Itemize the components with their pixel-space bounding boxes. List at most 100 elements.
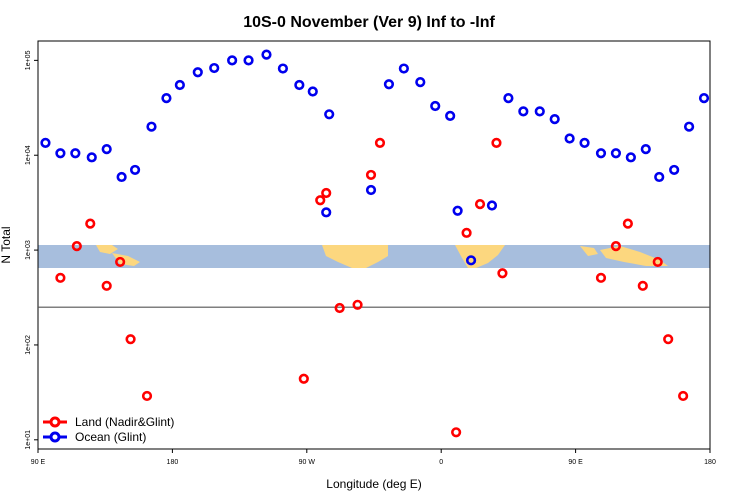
y-tick-label: 1e+04 [25, 145, 32, 165]
land-point [55, 272, 66, 283]
land-point [101, 280, 112, 291]
ocean-series [40, 49, 710, 266]
ocean-point [698, 93, 710, 104]
legend-ocean-label: Ocean (Glint) [75, 430, 146, 444]
land-point [461, 227, 472, 238]
ocean-point [452, 205, 463, 216]
y-axis-label: N Total [0, 226, 13, 263]
ocean-point [610, 148, 622, 159]
land-point [663, 334, 674, 345]
land-point [71, 241, 82, 252]
ocean-point [294, 79, 305, 91]
ocean-point [55, 148, 66, 159]
y-tick-label: 1e+02 [25, 335, 32, 355]
land-point [610, 241, 622, 252]
land-shape [322, 245, 388, 268]
x-axis: 90 E 180 90 W 0 90 E 180 [31, 449, 716, 466]
ocean-point [261, 49, 272, 60]
ocean-point [640, 144, 651, 155]
ocean-point [365, 184, 377, 196]
x-tick-label: 180 [704, 459, 716, 466]
ocean-point [383, 79, 395, 90]
x-tick-label: 90 E [568, 459, 583, 466]
ocean-point [579, 137, 590, 148]
ocean-point [486, 200, 498, 211]
land-shape [96, 245, 118, 254]
land-point [474, 199, 486, 210]
x-tick-label: 0 [439, 459, 443, 466]
land-point [125, 334, 136, 345]
ocean-point [40, 137, 51, 148]
land-point [115, 256, 126, 268]
legend-item-land: Land (Nadir&Glint) [43, 415, 174, 429]
ocean-point [430, 100, 441, 112]
ocean-point [549, 114, 560, 125]
y-axis: 1e+01 1e+02 1e+03 1e+04 1e+05 [25, 50, 38, 450]
land-point [365, 169, 377, 181]
ocean-point [209, 62, 220, 74]
ocean-point [683, 121, 695, 132]
land-point [298, 373, 309, 384]
land-point [85, 218, 96, 229]
y-tick-label: 1e+03 [25, 240, 32, 260]
legend-ocean-marker [49, 431, 61, 443]
x-axis-label: Longitude (deg E) [326, 477, 421, 491]
land-point [374, 137, 386, 148]
ocean-point [518, 106, 529, 117]
legend-land-marker [49, 416, 61, 428]
ocean-point [174, 79, 185, 91]
land-shape [580, 246, 598, 256]
ocean-point [415, 77, 426, 88]
x-tick-label: 90 W [299, 459, 316, 466]
ocean-point [227, 55, 238, 66]
land-point [352, 299, 363, 310]
land-point [321, 187, 332, 199]
ocean-point [445, 110, 456, 121]
data-points [40, 49, 710, 438]
map-strip [38, 245, 710, 268]
ocean-point [669, 164, 680, 176]
ocean-point [70, 148, 81, 159]
y-tick-label: 1e+05 [25, 50, 32, 70]
land-point [622, 218, 633, 229]
x-tick-label: 90 E [31, 459, 46, 466]
land-point [637, 280, 648, 291]
ocean-point [146, 121, 157, 132]
land-shape [112, 253, 140, 266]
ocean-point [161, 93, 172, 104]
land-series [55, 137, 689, 438]
ocean-point [192, 67, 203, 78]
chart-title: 10S-0 November (Ver 9) Inf to -Inf [243, 14, 495, 31]
land-point [595, 272, 607, 283]
ocean-point [595, 148, 607, 159]
ocean-point [534, 106, 545, 117]
ocean-point [116, 171, 127, 183]
ocean-point [564, 133, 575, 144]
ocean-point [654, 171, 665, 183]
ocean-point [307, 86, 318, 97]
ocean-point [625, 152, 636, 163]
land-point [497, 268, 508, 279]
land-point [678, 390, 689, 402]
land-point [315, 195, 326, 206]
land-point [141, 390, 153, 402]
land-point [334, 302, 345, 314]
ocean-point [324, 109, 335, 120]
ocean-point [321, 207, 332, 218]
land-point [652, 256, 663, 268]
ocean-point [86, 152, 97, 163]
ocean-point [129, 164, 141, 176]
land-point [491, 137, 502, 148]
x-tick-label: 180 [167, 459, 179, 466]
ocean-point [101, 144, 112, 155]
ocean-point [398, 63, 409, 74]
ocean-point [465, 255, 477, 266]
legend-land-label: Land (Nadir&Glint) [75, 415, 174, 429]
ocean-point [243, 55, 254, 66]
legend: Land (Nadir&Glint) Ocean (Glint) [43, 415, 174, 444]
legend-item-ocean: Ocean (Glint) [43, 430, 146, 444]
ocean-point [503, 93, 514, 104]
y-tick-label: 1e+01 [25, 430, 32, 450]
plot-frame [37, 40, 711, 450]
